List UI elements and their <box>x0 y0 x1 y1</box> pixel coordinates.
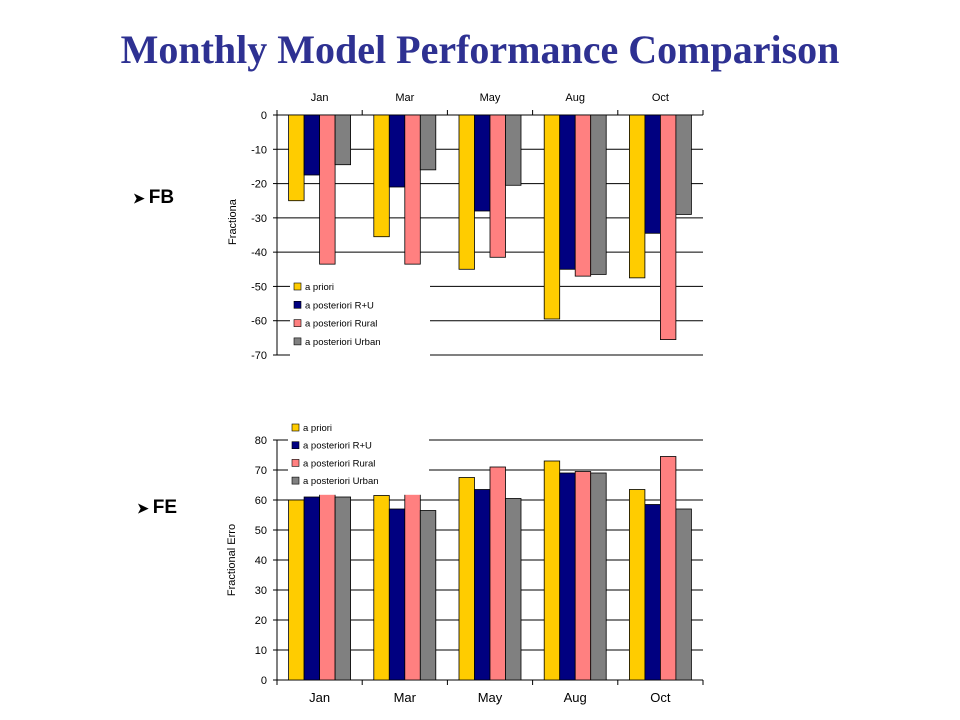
fb-bar-may-s2 <box>489 114 506 258</box>
fe-bar-mar-s0 <box>373 495 390 681</box>
fb-y-tick-label: -50 <box>251 281 267 293</box>
fe-category-label: May <box>478 690 503 705</box>
arrow-bullet-icon: ➤ <box>137 499 149 516</box>
fe-legend-swatch <box>291 423 300 432</box>
fe-y-tick-label: 30 <box>255 585 267 597</box>
fe-bar-oct-s2 <box>660 456 677 681</box>
fe-bar-jan-s0 <box>288 499 305 681</box>
fb-category-label: Aug <box>565 92 585 104</box>
fe-bar-may-s1 <box>474 489 491 681</box>
fe-legend-background <box>288 420 429 495</box>
fb-category-label: May <box>480 92 501 104</box>
fe-bar-aug-s0 <box>543 460 561 681</box>
fb-y-tick-label: -30 <box>251 213 267 225</box>
fb-bar-may-s3 <box>505 114 522 186</box>
fe-category-label: Oct <box>650 690 671 705</box>
fe-bar-may-s0 <box>458 477 475 681</box>
fe-bar-oct-s1 <box>644 504 661 681</box>
fe-legend-swatch <box>291 476 300 485</box>
fe-legend-label: a posteriori Rural <box>303 458 375 469</box>
fe-legend-label: a priori <box>303 423 332 434</box>
fe-bar-may-s3 <box>505 498 522 681</box>
fe-y-tick-label: 80 <box>255 435 267 447</box>
fb-bar-oct-s3 <box>675 114 692 215</box>
fe-y-tick-label: 0 <box>261 675 267 687</box>
fb-bar-oct-s2 <box>660 114 677 340</box>
fe-y-axis-title: Fractional Erro <box>226 524 238 596</box>
fe-bar-aug-s2 <box>574 471 592 681</box>
fb-category-label: Mar <box>395 92 414 104</box>
fb-legend-label: a posteriori Urban <box>305 337 381 348</box>
bullet-fe-label: FE <box>152 497 178 518</box>
fe-y-tick-label: 60 <box>255 495 267 507</box>
fe-bar-jan-s3 <box>334 496 352 681</box>
fb-y-tick-label: 0 <box>261 110 267 122</box>
fe-bar-may-s2 <box>489 466 506 681</box>
arrow-bullet-icon: ➤ <box>133 189 145 206</box>
fe-category-label: Jan <box>309 690 330 705</box>
fb-legend-swatch <box>293 337 302 346</box>
fb-y-tick-label: -20 <box>251 179 267 191</box>
fb-y-tick-label: -60 <box>251 316 267 328</box>
fb-legend-label: a posteriori R+U <box>305 300 374 311</box>
fb-category-label: Oct <box>652 92 669 104</box>
fb-y-tick-label: -40 <box>251 247 267 259</box>
fe-bar-jan-s2 <box>319 481 336 681</box>
bullet-fb-label: FB <box>148 187 175 208</box>
fe-category-label: Mar <box>394 690 417 705</box>
bullet-fb: ➤ FB <box>133 187 174 209</box>
fe-bar-mar-s3 <box>419 510 437 681</box>
fb-category-label: Jan <box>311 92 329 104</box>
fb-y-tick-label: -70 <box>251 350 267 362</box>
fe-bar-mar-s2 <box>404 468 421 681</box>
fb-bar-mar-s2 <box>404 114 421 265</box>
fb-bar-aug-s3 <box>590 114 607 275</box>
fb-y-tick-label: -10 <box>251 144 267 156</box>
fb-bar-mar-s3 <box>419 114 437 171</box>
fb-bar-jan-s3 <box>334 114 352 166</box>
fe-y-tick-label: 10 <box>255 645 267 657</box>
fb-legend-label: a priori <box>305 282 334 293</box>
fb-legend-label: a posteriori Rural <box>305 319 377 330</box>
fe-bar-aug-s3 <box>590 472 607 681</box>
fb-legend-swatch <box>293 319 302 327</box>
fe-y-tick-label: 40 <box>255 555 267 567</box>
fe-category-label: Aug <box>564 690 587 705</box>
fe-y-tick-label: 50 <box>255 525 267 537</box>
fe-bar-aug-s1 <box>559 472 576 681</box>
fe-legend-swatch <box>291 459 300 467</box>
fe-bar-oct-s0 <box>629 489 646 681</box>
fe-legend-swatch <box>291 441 300 450</box>
fe-bar-jan-s1 <box>303 496 321 681</box>
fb-bar-jan-s2 <box>319 114 336 265</box>
fb-legend-swatch <box>293 282 302 291</box>
slide-title: Monthly Model Performance Comparison <box>120 27 840 72</box>
fe-legend-label: a posteriori Urban <box>303 476 379 487</box>
fe-y-tick-label: 70 <box>255 465 267 477</box>
fe-legend-label: a posteriori R+U <box>303 441 372 452</box>
fb-y-axis-title: Fractiona <box>227 198 239 245</box>
fe-y-tick-label: 20 <box>255 615 267 627</box>
fe-bar-oct-s3 <box>675 508 692 681</box>
bullet-fe: ➤ FE <box>137 497 177 519</box>
fb-legend-swatch <box>293 300 302 309</box>
fb-legend-background <box>290 279 430 357</box>
fe-bar-mar-s1 <box>388 508 406 681</box>
